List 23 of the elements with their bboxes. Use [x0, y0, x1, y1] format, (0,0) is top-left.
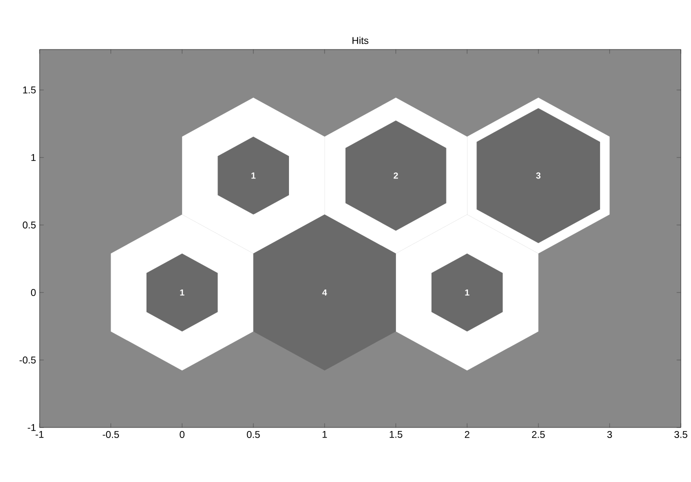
- x-tick-label: 0: [180, 431, 184, 438]
- x-tick-label: -1: [36, 431, 44, 438]
- x-tick-label: -0.5: [102, 431, 119, 438]
- annotation: 1: [180, 289, 184, 296]
- x-tick-label: 3: [607, 431, 612, 438]
- annotation: 1: [465, 289, 470, 296]
- y-tick-label: -0.5: [20, 356, 36, 364]
- annotation: 3: [536, 172, 540, 179]
- x-tick-label: 2.5: [532, 431, 545, 438]
- x-tick-label: 2: [464, 431, 470, 438]
- y-tick-label: -1: [28, 424, 36, 431]
- x-tick-label: 1: [322, 431, 327, 438]
- y-tick-label: 1.5: [23, 86, 36, 94]
- x-tick-label: 3.5: [674, 431, 688, 438]
- annotation: 1: [251, 172, 256, 179]
- x-tick-label: 1.5: [390, 431, 402, 438]
- x-tick-label: 0.5: [246, 431, 260, 438]
- y-tick-label: 0: [31, 289, 36, 296]
- annotation: 2: [394, 172, 398, 179]
- y-tick-label: 1: [31, 154, 36, 161]
- chart-title: Hits: [352, 36, 368, 44]
- annotation: 4: [322, 289, 328, 296]
- y-tick-label: 0.5: [22, 222, 36, 229]
